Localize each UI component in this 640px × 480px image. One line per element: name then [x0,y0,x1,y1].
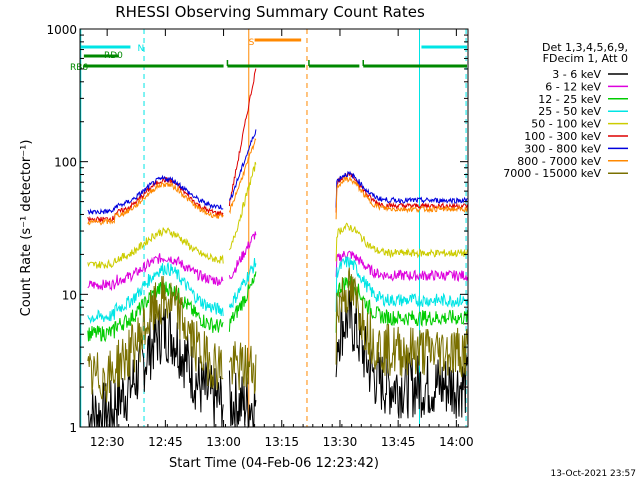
legend-label: 300 - 800 keV [524,142,601,155]
legend-label: 7000 - 15000 keV [503,167,601,180]
y-axis-label: Count Rate (s⁻¹ detector⁻¹) [19,140,34,317]
axes: 12:30 12:45 13:00 13:15 13:30 13:45 14:00 1 10 10… [19,23,474,449]
series-300-to-800kev [87,129,468,216]
series-line [335,276,468,333]
x-tick-label: 14:00 [439,435,474,449]
x-tick-label: 13:15 [264,435,299,449]
series-line [87,227,224,269]
y-tick-label: 1000 [46,23,77,37]
series-line [87,262,224,325]
series-line [335,290,468,419]
flag-label: S [249,38,255,48]
y-tick-label: 1 [69,421,77,435]
legend-label: 6 - 12 keV [545,80,601,93]
series-line [228,137,257,215]
series-line [228,231,257,280]
plot-area: N S RD0 RB6 [70,29,468,429]
series-line [335,256,468,312]
series-line [228,341,257,394]
series-line [87,253,224,292]
footer-timestamp: 13-Oct-2021 23:57 [551,469,636,479]
flag-n: N [81,44,467,54]
y-tick-label: 100 [54,156,77,170]
legend-label: 800 - 7000 keV [517,155,601,168]
legend-label: 25 - 50 keV [538,105,601,118]
x-axis-label: Start Time (04-Feb-06 12:23:42) [169,456,379,471]
x-tick-label: 12:45 [148,435,183,449]
x-tick-label: 13:45 [381,435,416,449]
flag-label: RD0 [104,51,123,61]
chart-title: RHESSI Observing Summary Count Rates [115,3,425,21]
series-line [335,250,468,282]
series-line [228,370,257,429]
series-line [87,275,224,403]
series-line [228,161,257,251]
flag-label: N [137,44,144,54]
series-800-to-7000kev [87,137,468,226]
legend-label: 12 - 25 keV [538,93,601,106]
y-tick-label: 10 [62,288,77,302]
series-6-to-12kev [87,231,468,292]
series-3-to-6kev [87,290,468,429]
series-line [335,175,468,220]
series-line [87,306,224,428]
series-line [228,129,257,201]
legend-label: 3 - 6 keV [552,68,601,81]
flag-rd0: RD0 [83,51,123,61]
legend: Det 1,3,4,5,6,9,FDecim 1, Att 0 3 - 6 keV… [503,41,628,180]
flag-label: RB6 [70,63,88,73]
series-line [335,222,468,262]
series-line [228,271,257,332]
flag-rb6: RB6 [70,60,467,73]
series-line [228,257,257,309]
series-line [335,267,468,378]
series-line [228,68,257,207]
legend-header: FDecim 1, Att 0 [543,52,628,65]
legend-header: Det 1,3,4,5,6,9, [542,41,628,54]
series-line [87,181,224,226]
series-25-to-50kev [87,256,468,325]
series-line [87,174,224,216]
x-tick-label: 13:30 [323,435,358,449]
legend-label: 100 - 300 keV [524,130,601,143]
series-50-to-100kev [87,161,468,269]
flag-s: S [249,38,302,48]
x-tick-label: 12:30 [90,435,125,449]
x-tick-label: 13:00 [206,435,241,449]
series-7000-to-15000kev [87,267,468,403]
series-line [335,170,468,208]
legend-label: 50 - 100 keV [531,118,601,131]
